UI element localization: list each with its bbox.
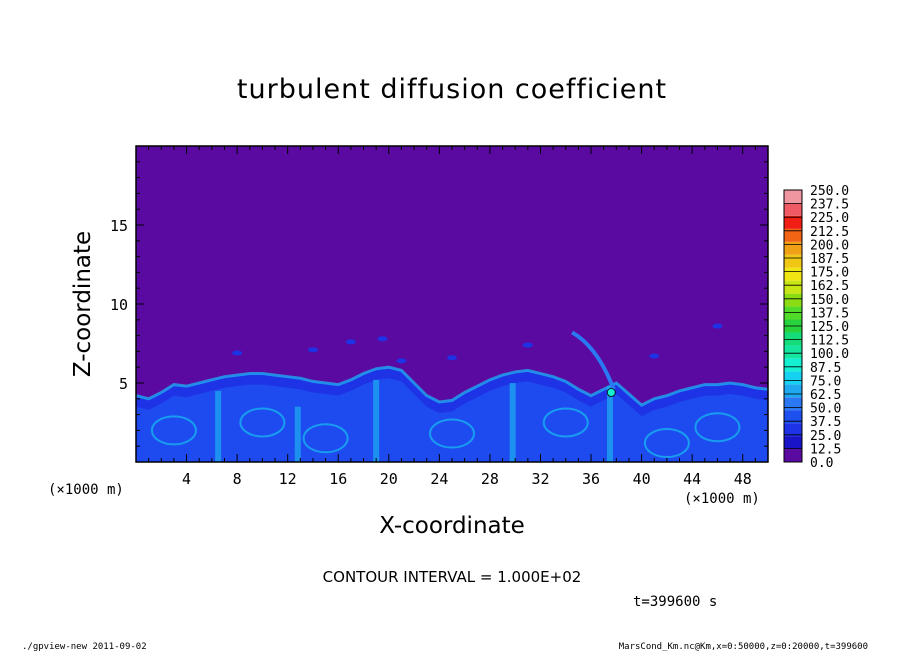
x-tick-label: 4 [182, 470, 191, 488]
x-tick-label: 48 [734, 470, 752, 488]
colorbar-label: 100.0 [810, 347, 849, 362]
colorbar-swatch [784, 306, 802, 320]
eddy [643, 428, 690, 459]
y-tick-label: 10 [110, 296, 128, 314]
colorbar-label: 250.0 [810, 184, 849, 199]
x-unit-label: (×1000 m) [684, 491, 760, 507]
filament [571, 330, 616, 391]
colorbar-label: 0.0 [810, 456, 833, 471]
colorbar-swatch [784, 410, 802, 424]
colorbar-label: 137.5 [810, 306, 849, 321]
x-tick-label: 28 [481, 470, 499, 488]
colorbar-swatch [784, 358, 802, 372]
eddy [429, 418, 475, 449]
colorbar-label: 87.5 [810, 361, 841, 376]
colorbar: 0.012.525.037.550.062.575.087.5100.0112.… [783, 184, 849, 471]
x-tick-label: 36 [582, 470, 600, 488]
x-tick-label: 40 [633, 470, 651, 488]
patch [396, 358, 407, 364]
heatmap-field [136, 146, 768, 462]
colorbar-label: 187.5 [810, 252, 849, 267]
x-tick-label: 32 [531, 470, 549, 488]
colorbar-label: 200.0 [810, 238, 849, 253]
colorbar-swatch [784, 449, 802, 462]
y-tick-label: 15 [110, 217, 128, 235]
y-axis: 5 10 15 [110, 161, 768, 447]
colorbar-label: 12.5 [810, 442, 841, 457]
eddy [239, 407, 286, 438]
local-max [606, 388, 616, 397]
colorbar-swatch [784, 202, 802, 216]
patch [307, 347, 318, 353]
colorbar-swatch [784, 423, 802, 437]
colorbar-label: 125.0 [810, 320, 849, 335]
plume [607, 386, 613, 462]
patch [345, 339, 356, 345]
y-axis-label: Z-coordinate [70, 230, 96, 378]
colorbar-swatch [784, 436, 802, 450]
patch [232, 350, 243, 356]
footer-left: ./gpview-new 2011-09-02 [22, 642, 147, 652]
colorbar-label: 112.5 [810, 334, 849, 349]
colorbar-swatch [784, 228, 802, 242]
colorbar-label: 162.5 [810, 279, 849, 294]
chart-title: turbulent diffusion coefficient [236, 74, 668, 105]
colorbar-swatch [784, 397, 802, 411]
plume [373, 379, 380, 462]
colorbar-label: 62.5 [810, 388, 841, 403]
colorbar-swatch [784, 384, 802, 398]
colorbar-swatch [784, 254, 802, 268]
eddy [302, 423, 349, 454]
colorbar-label: 150.0 [810, 293, 849, 308]
plume [215, 390, 222, 462]
time-stamp: t=399600 s [633, 594, 718, 610]
colorbar-label: 75.0 [810, 374, 841, 389]
x-tick-label: 8 [233, 470, 242, 488]
colorbar-swatch [784, 332, 802, 346]
plume [509, 383, 516, 462]
plume [294, 406, 301, 462]
colorbar-label: 25.0 [810, 429, 841, 444]
colorbar-swatch [784, 267, 802, 281]
eddy [694, 412, 741, 443]
y-tick-label: 5 [119, 375, 128, 393]
patch [447, 355, 457, 361]
colorbar-swatch [784, 371, 802, 385]
colorbar-label: 37.5 [810, 415, 841, 430]
x-tick-label: 20 [380, 470, 398, 488]
x-tick-label: 24 [430, 470, 448, 488]
eddy [542, 407, 589, 438]
colorbar-label: 212.5 [810, 225, 849, 240]
colorbar-label: 225.0 [810, 211, 849, 226]
x-tick-label: 16 [329, 470, 347, 488]
colorbar-swatch [784, 241, 802, 255]
eddy [150, 415, 197, 446]
colorbar-swatch [784, 215, 802, 229]
colorbar-swatch [784, 293, 802, 307]
footer-right: MarsCond_Km.nc@Km,x=0:50000,z=0:20000,t=… [618, 642, 868, 652]
patch [522, 342, 533, 348]
boundary-layer-edge [136, 365, 768, 407]
patch [712, 323, 723, 329]
patch [649, 353, 660, 359]
y-unit-label: (×1000 m) [48, 482, 124, 498]
colorbar-label: 175.0 [810, 266, 849, 281]
colorbar-swatch [784, 190, 802, 203]
colorbar-label: 50.0 [810, 402, 841, 417]
patch [377, 336, 388, 342]
x-axis-label: X-coordinate [379, 513, 525, 539]
x-axis: 4 8 12 16 20 24 28 32 36 40 44 48 [148, 146, 756, 488]
colorbar-swatch [784, 280, 802, 294]
contour-interval-text: CONTOUR INTERVAL = 1.000E+02 [322, 568, 582, 586]
colorbar-swatch [784, 345, 802, 359]
colorbar-label: 237.5 [810, 198, 849, 213]
x-tick-label: 44 [683, 470, 701, 488]
x-tick-label: 12 [279, 470, 297, 488]
